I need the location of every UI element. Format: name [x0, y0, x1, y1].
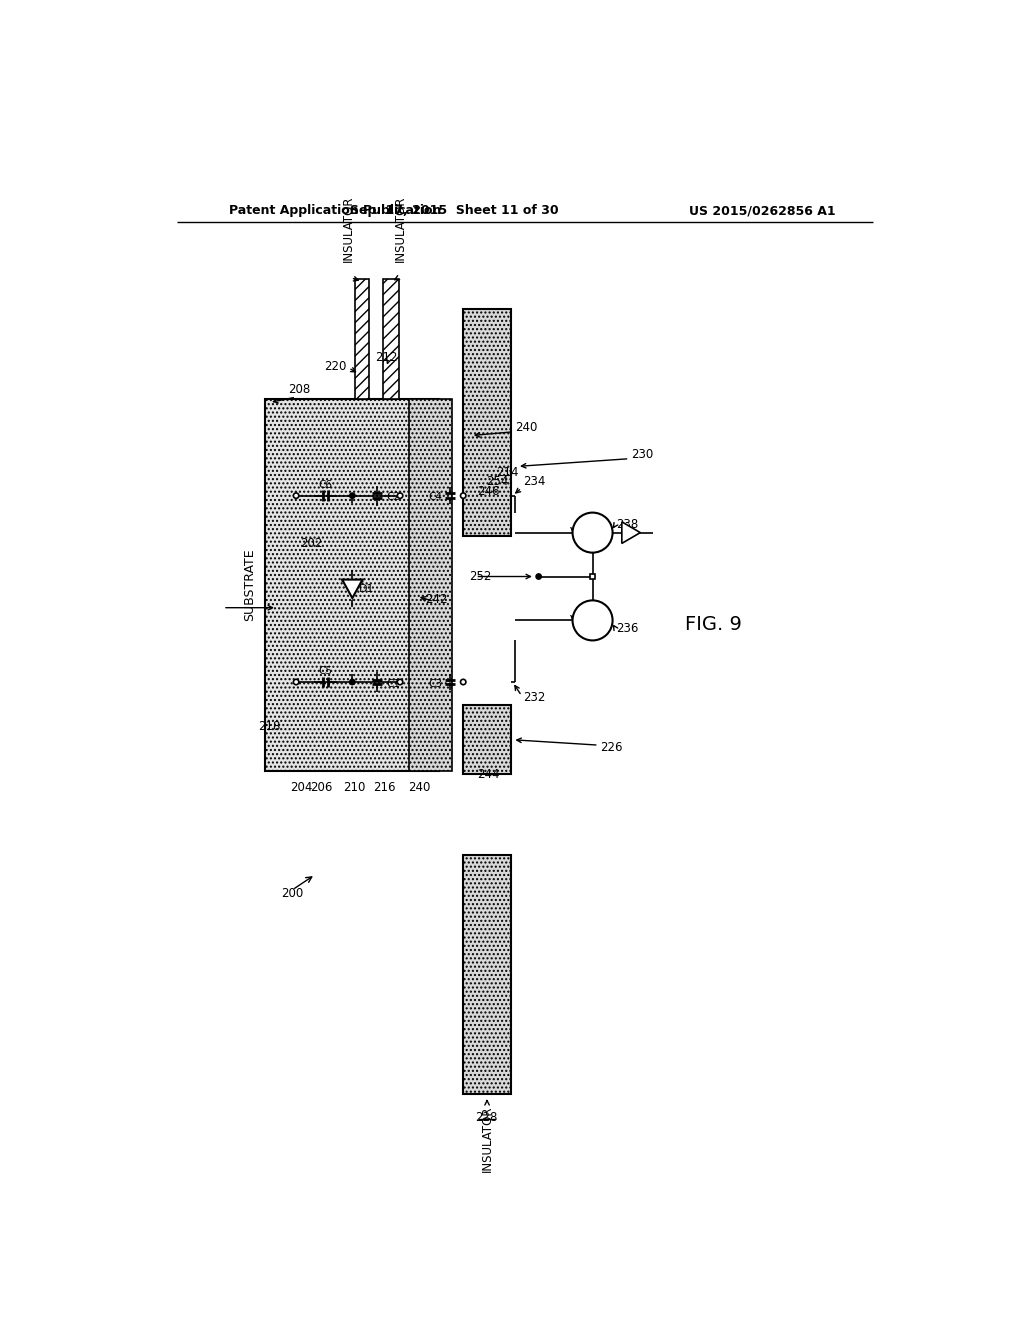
Bar — [463, 705, 511, 775]
Text: 232: 232 — [523, 690, 546, 704]
Bar — [355, 280, 370, 399]
Text: FIG. 9: FIG. 9 — [685, 615, 741, 634]
Circle shape — [349, 492, 355, 499]
Text: INSULATOR: INSULATOR — [480, 1106, 494, 1172]
Text: 252: 252 — [469, 570, 492, 583]
Text: 244: 244 — [477, 768, 500, 781]
Text: C2: C2 — [386, 492, 400, 502]
Text: 254: 254 — [486, 475, 509, 488]
Text: US 2015/0262856 A1: US 2015/0262856 A1 — [689, 205, 836, 218]
Circle shape — [461, 680, 466, 685]
Bar — [590, 574, 595, 578]
Text: 218: 218 — [258, 721, 281, 733]
Text: 210: 210 — [343, 780, 366, 793]
Text: INSULATOR: INSULATOR — [342, 195, 355, 263]
Text: 238: 238 — [615, 519, 638, 532]
Text: 202: 202 — [300, 537, 323, 550]
Text: 208: 208 — [289, 383, 310, 396]
Bar — [463, 855, 511, 1094]
Text: 236: 236 — [615, 622, 638, 635]
Text: 240: 240 — [515, 421, 538, 434]
Text: 212: 212 — [375, 351, 397, 363]
Text: 200: 200 — [281, 887, 303, 900]
Text: SUBSTRATE: SUBSTRATE — [243, 548, 256, 620]
Text: C1: C1 — [386, 678, 400, 689]
Text: C6: C6 — [318, 480, 333, 490]
Circle shape — [397, 492, 402, 499]
Text: V2: V2 — [570, 527, 587, 539]
Circle shape — [294, 680, 299, 685]
Bar — [383, 280, 398, 399]
Text: +: + — [587, 606, 598, 620]
Circle shape — [572, 512, 612, 553]
Polygon shape — [622, 521, 640, 544]
Text: 240: 240 — [409, 780, 430, 793]
Circle shape — [294, 492, 299, 499]
Bar — [265, 399, 438, 771]
Text: 206: 206 — [310, 780, 333, 793]
Bar — [410, 399, 453, 771]
Text: C3: C3 — [428, 678, 442, 689]
Text: 242: 242 — [425, 594, 447, 606]
Text: 230: 230 — [631, 449, 653, 462]
Text: V1: V1 — [570, 614, 587, 627]
Text: 220: 220 — [324, 360, 346, 372]
Text: Patent Application Publication: Patent Application Publication — [229, 205, 441, 218]
Circle shape — [461, 492, 466, 499]
Text: −: − — [587, 620, 598, 635]
Polygon shape — [342, 579, 362, 598]
Circle shape — [536, 574, 542, 579]
Text: INSULATOR: INSULATOR — [393, 195, 407, 263]
Bar — [463, 309, 511, 536]
Text: +: + — [587, 519, 598, 532]
Text: 216: 216 — [374, 780, 396, 793]
Text: 226: 226 — [600, 741, 623, 754]
Text: −: − — [587, 533, 598, 546]
Circle shape — [572, 601, 612, 640]
Circle shape — [349, 680, 355, 685]
Text: C4: C4 — [428, 492, 442, 502]
Text: 234: 234 — [523, 475, 546, 488]
Text: 204: 204 — [291, 780, 312, 793]
Text: 228: 228 — [475, 1110, 498, 1123]
Text: Sep. 17, 2015  Sheet 11 of 30: Sep. 17, 2015 Sheet 11 of 30 — [349, 205, 558, 218]
Text: D1: D1 — [358, 583, 374, 594]
Text: C5: C5 — [318, 667, 333, 676]
Text: 214: 214 — [497, 466, 519, 479]
Circle shape — [397, 680, 402, 685]
Text: 246: 246 — [477, 484, 500, 498]
